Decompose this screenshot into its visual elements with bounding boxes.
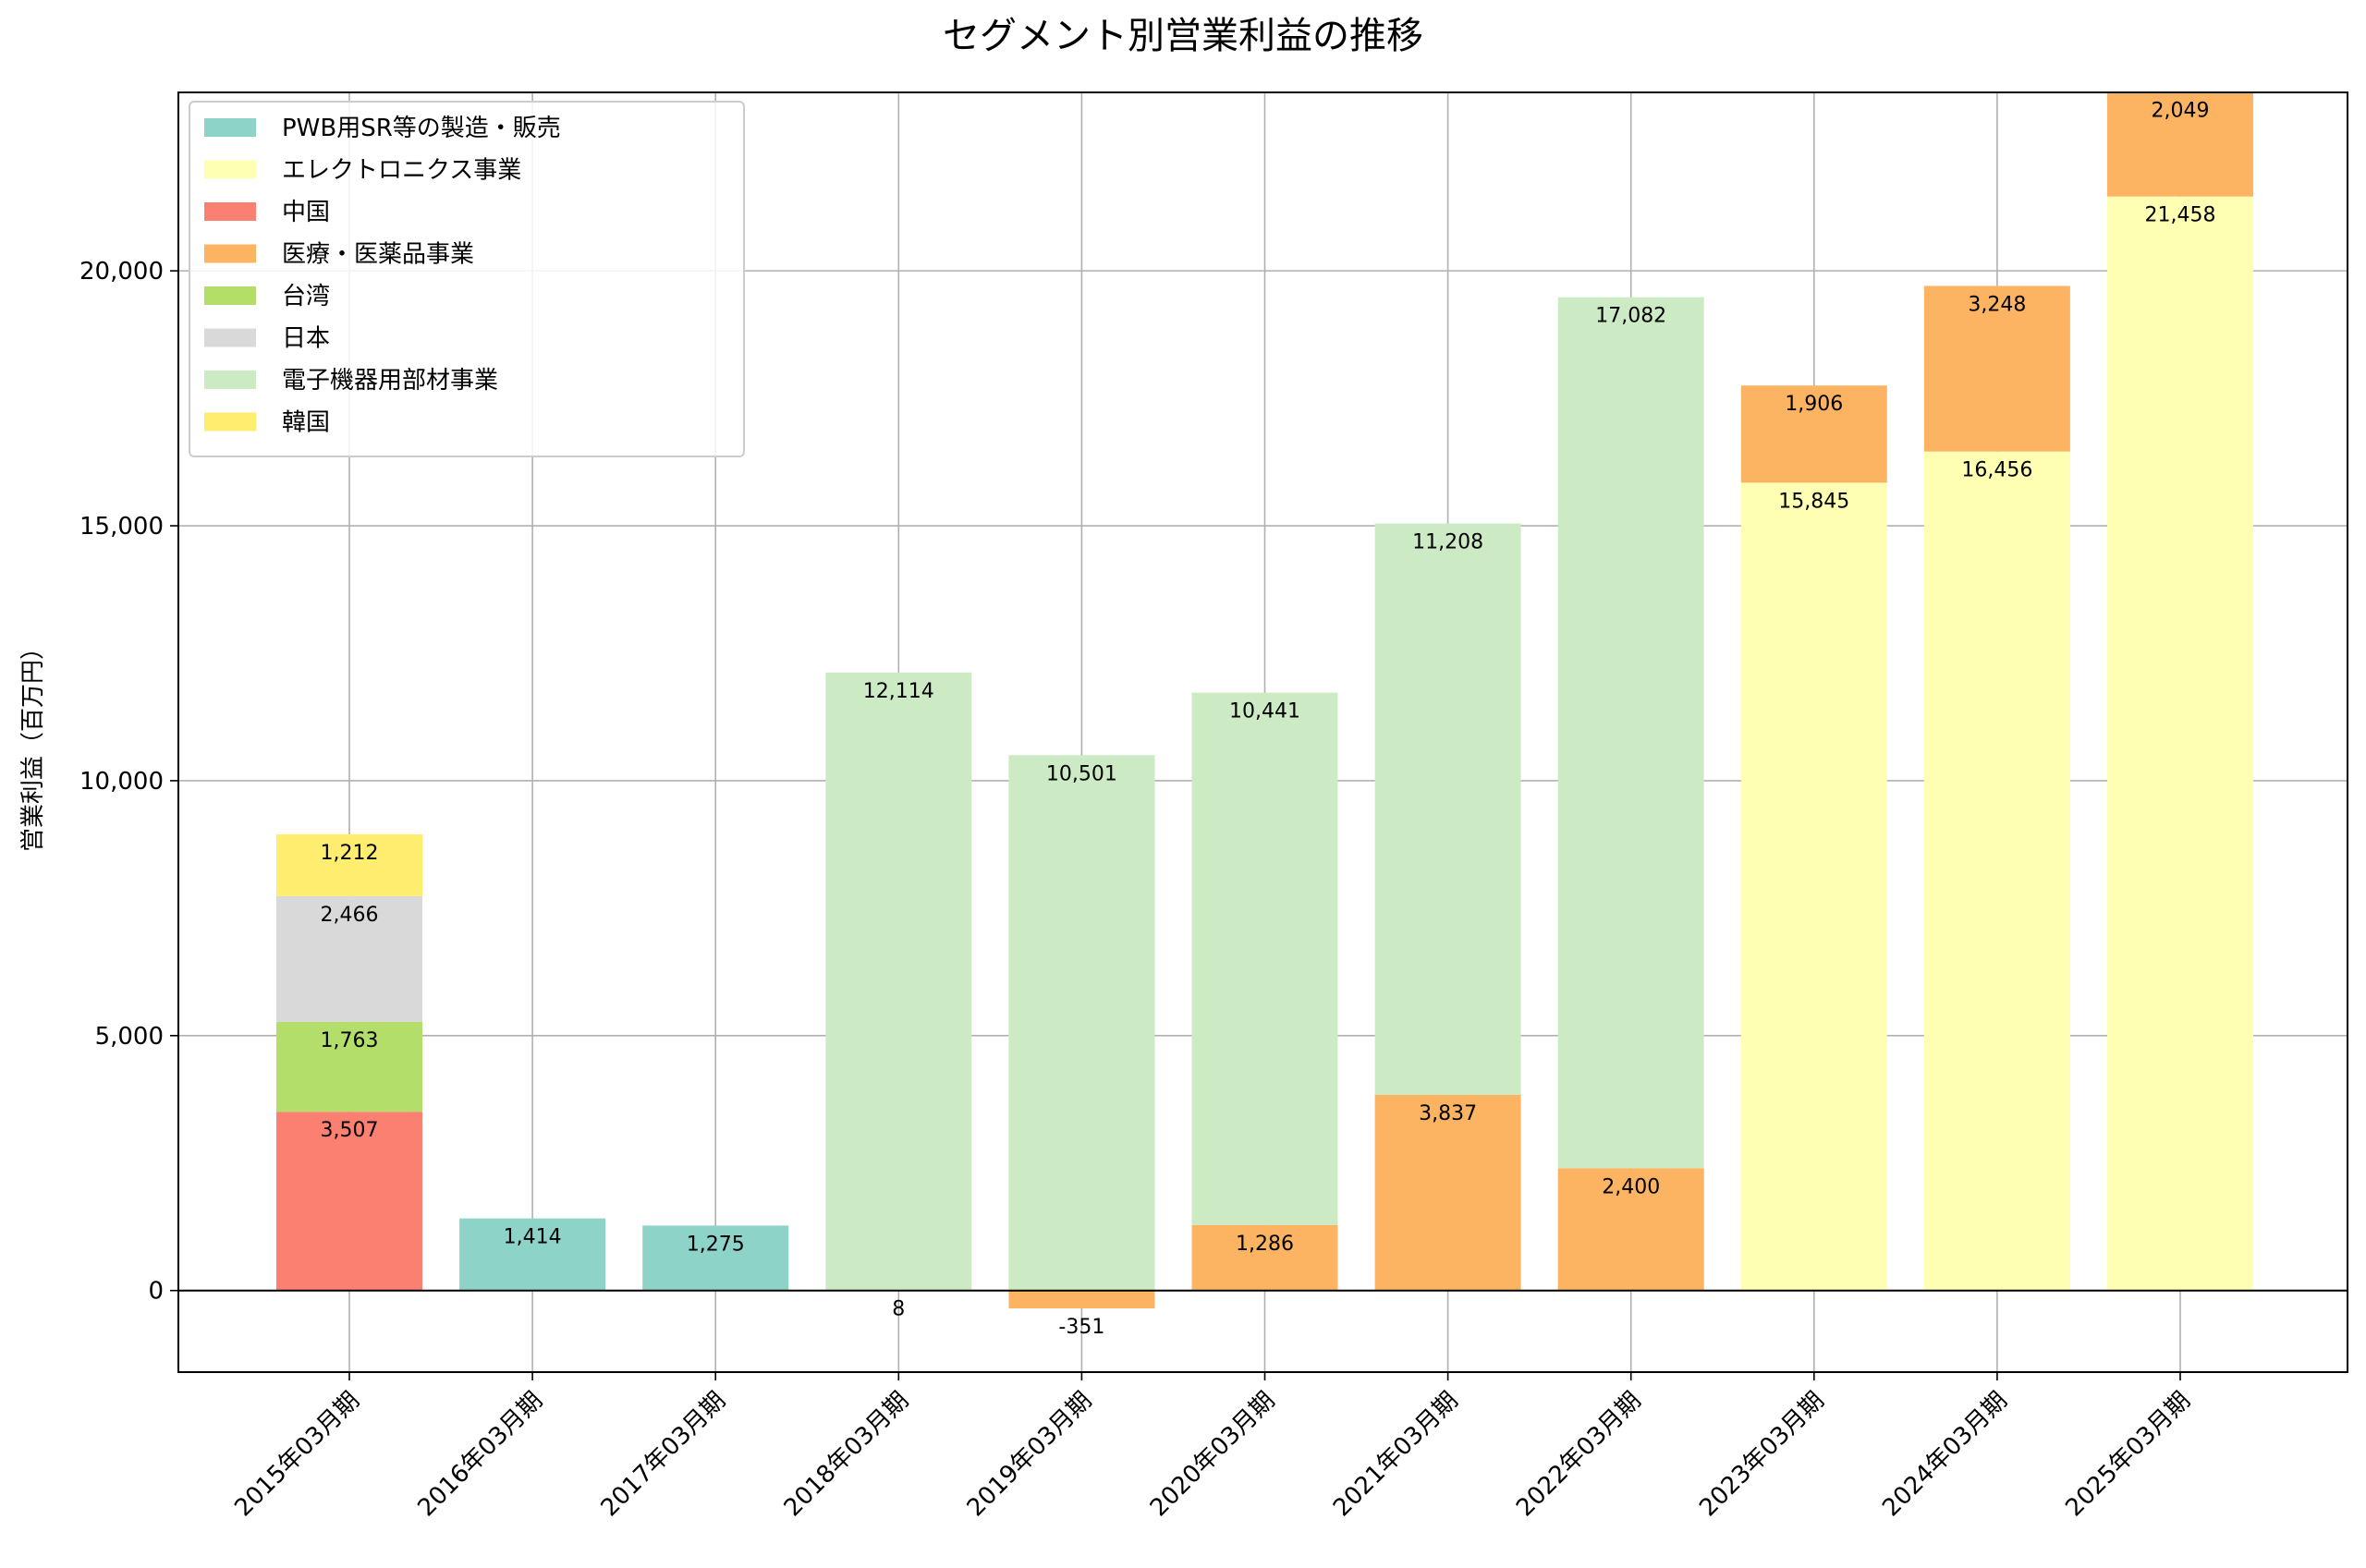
- bar-value-label: 2,466: [321, 904, 379, 927]
- bar-segment: [1923, 286, 2070, 452]
- bar-segment: [459, 1218, 606, 1291]
- bar-value-label: 8: [892, 1297, 905, 1320]
- legend-label: 台湾: [282, 283, 330, 310]
- bar-segment: [2107, 196, 2253, 1291]
- bar-segment: [276, 833, 422, 896]
- bar-value-label: 1,275: [687, 1233, 745, 1256]
- y-axis-title: 営業利益（百万円）: [19, 636, 47, 852]
- bar-value-label: 1,763: [321, 1029, 379, 1052]
- bar-value-label: 3,248: [1968, 293, 2026, 316]
- legend: PWB用SR等の製造・販売エレクトロニクス事業中国医療・医薬品事業台湾日本電子機…: [189, 101, 745, 457]
- bar-value-label: 12,114: [863, 680, 934, 703]
- legend-swatch: [204, 328, 256, 347]
- y-tick-label: 10,000: [79, 768, 164, 796]
- bar-segment: [1923, 451, 2070, 1291]
- bar-value-label: 2,049: [2152, 100, 2210, 123]
- legend-swatch: [204, 202, 256, 221]
- bar-segment: [1008, 755, 1155, 1291]
- bar-segment: [1557, 1168, 1704, 1291]
- legend-label: 医療・医薬品事業: [282, 241, 474, 269]
- bar-segment: [276, 895, 422, 1022]
- legend-label: エレクトロニクス事業: [282, 157, 521, 185]
- legend-swatch: [204, 118, 256, 137]
- bar-segment: [1191, 1224, 1338, 1291]
- bar-segment: [2107, 91, 2253, 197]
- bar-segment: [642, 1225, 789, 1291]
- bar-segment: [825, 672, 972, 1291]
- bars: [276, 91, 2253, 1309]
- bar-value-label: 3,507: [321, 1119, 379, 1142]
- plot-frame: [177, 91, 2348, 1373]
- bar-value-label: 3,837: [1419, 1102, 1477, 1125]
- data-labels: 1,414 1,275 15,845 16,456 21,458 3,507 8 -351 1,…: [321, 100, 2216, 1339]
- bar-value-label: 1,212: [321, 842, 379, 865]
- legend-swatch: [204, 160, 256, 179]
- bar-segment: [276, 1112, 422, 1291]
- bar-value-label: 1,286: [1236, 1233, 1294, 1256]
- legend-swatch: [204, 286, 256, 305]
- bar-segment: [1740, 385, 1887, 483]
- legend-swatch: [204, 244, 256, 263]
- legend-label: 電子機器用部材事業: [282, 367, 498, 395]
- bar-segment: [1557, 297, 1704, 1169]
- bar-value-label: 21,458: [2145, 204, 2216, 227]
- bar-segment: [1191, 692, 1338, 1225]
- chart-title: セグメント別営業利益の推移: [943, 15, 1423, 57]
- bar-value-label: 11,208: [1412, 531, 1483, 554]
- legend-label: 韓国: [282, 409, 330, 437]
- bar-value-label: 2,400: [1602, 1175, 1660, 1198]
- legend-swatch: [204, 412, 256, 432]
- legend-swatch: [204, 371, 256, 389]
- bar-value-label: 10,501: [1046, 762, 1117, 785]
- bar-value-label: 1,906: [1785, 393, 1843, 416]
- y-tick-label: 0: [148, 1278, 164, 1306]
- bar-value-label: 1,414: [504, 1226, 562, 1249]
- bar-segment: [1374, 1094, 1521, 1291]
- bar-segment: [1374, 523, 1521, 1095]
- bar-value-label: -351: [1058, 1316, 1104, 1339]
- bar-segment: [276, 1021, 422, 1112]
- legend-label: 日本: [282, 325, 330, 353]
- y-tick-label: 5,000: [95, 1023, 164, 1051]
- legend-label: 中国: [282, 199, 330, 226]
- bar-value-label: 10,441: [1229, 700, 1300, 723]
- y-tick-label: 15,000: [79, 513, 164, 541]
- legend-label: PWB用SR等の製造・販売: [282, 115, 561, 142]
- bar-segment: [1740, 482, 1887, 1291]
- bar-value-label: 16,456: [1961, 459, 2032, 482]
- bar-value-label: 17,082: [1595, 305, 1666, 328]
- legend-box: [189, 101, 745, 457]
- y-tick-label: 20,000: [79, 258, 164, 286]
- bar-value-label: 15,845: [1778, 490, 1849, 513]
- bar-segment: [1008, 1290, 1155, 1309]
